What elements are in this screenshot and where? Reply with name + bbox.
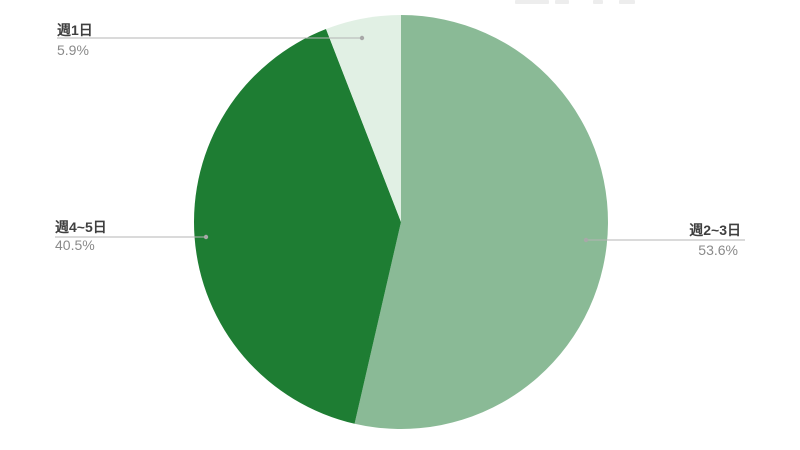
cropped-title-remnant [515,0,655,5]
slice-label-name: 週4~5日 [55,219,107,235]
slice-label-pct: 5.9% [57,42,89,58]
slice-label-name: 週1日 [57,22,93,38]
slice-label-pct: 53.6% [698,242,738,258]
slice-label-pct: 40.5% [55,237,95,253]
slice-label-left: 週4~5日 40.5% [55,219,107,253]
leader-dot-left [203,234,209,240]
leader-dot-top [359,35,365,41]
slice-label-right: 週2~3日 53.6% [689,222,741,258]
slice-label-top: 週1日 5.9% [57,22,93,58]
slice-label-name: 週2~3日 [689,222,741,238]
pie-slice-1 [193,29,401,424]
pie-slice-2 [326,15,401,222]
leader-lines-group [55,35,745,243]
pie-slices-group [193,15,608,429]
pie-slice-0 [354,15,608,429]
leader-dot-right [583,237,589,243]
